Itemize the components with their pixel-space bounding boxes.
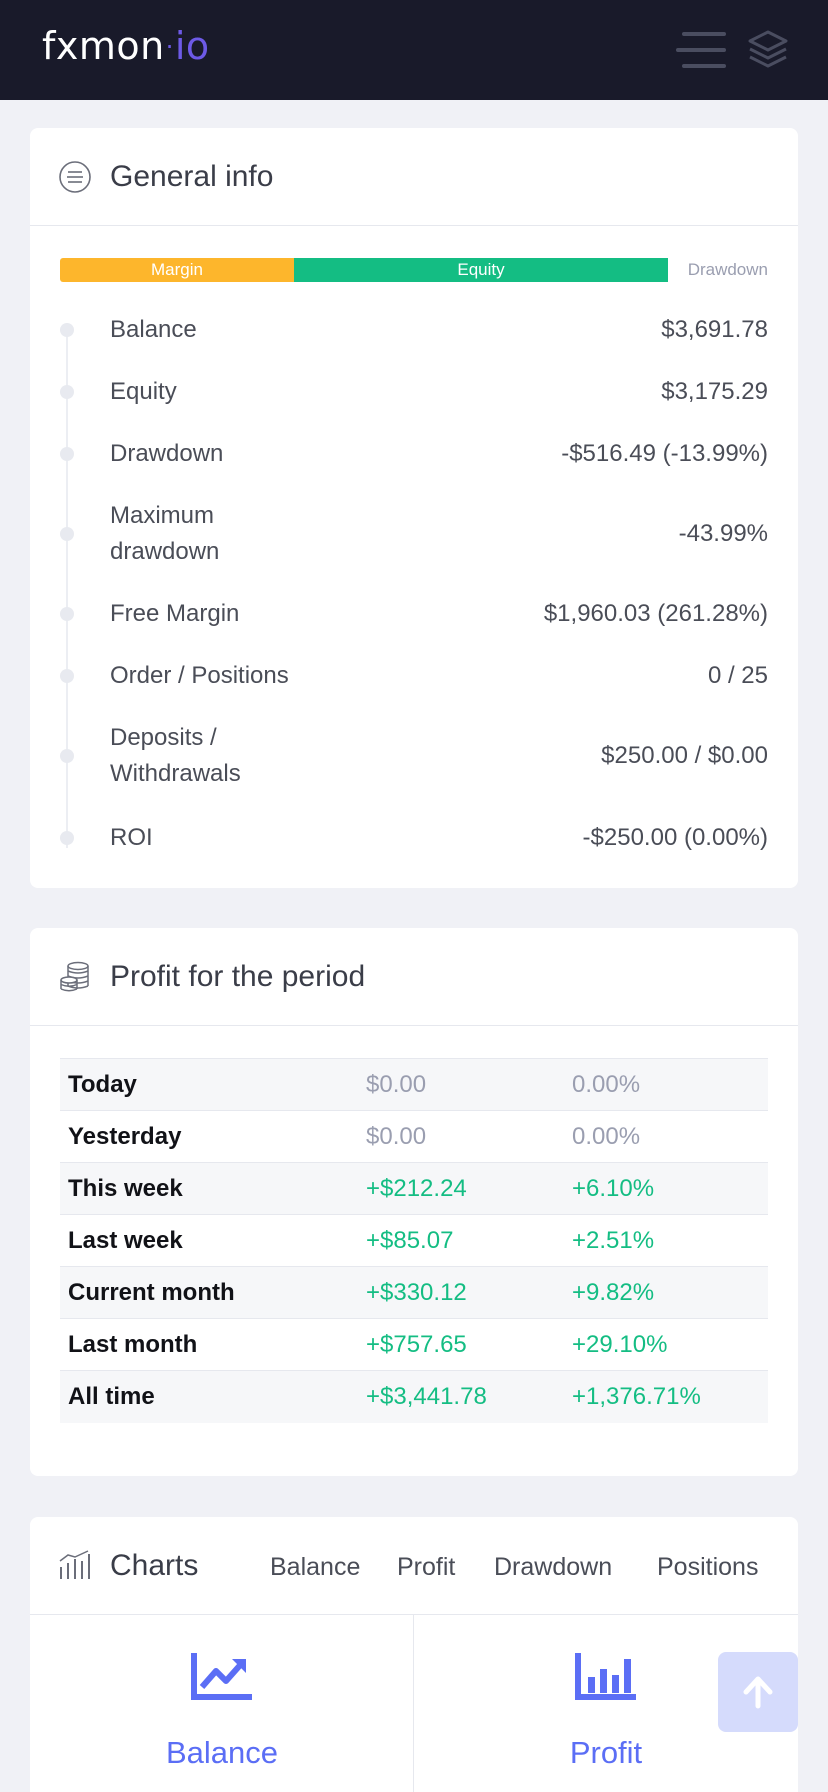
period-amount: $0.00 [358, 1110, 564, 1163]
list-circle-icon [59, 161, 91, 193]
arrow-up-icon [743, 1676, 773, 1709]
info-value: -$250.00 (0.00%) [582, 824, 768, 851]
info-value: -43.99% [678, 520, 768, 547]
period-percent: +9.82% [564, 1266, 768, 1319]
period-label: Last month [60, 1318, 358, 1371]
table-row: This week +$212.24 +6.10% [60, 1162, 768, 1215]
profit-chart-tile[interactable]: Profit [414, 1615, 798, 1792]
balance-tile-label: Balance [165, 1735, 279, 1770]
profit-tile-label: Profit [569, 1735, 643, 1770]
info-value: -$516.49 (-13.99%) [561, 440, 768, 467]
period-amount: +$757.65 [358, 1318, 564, 1371]
period-label: Today [60, 1058, 358, 1111]
period-percent: 0.00% [564, 1058, 768, 1111]
info-row-maximum-drawdown: Maximum drawdown -43.99% [60, 498, 768, 570]
info-row-drawdown: Drawdown -$516.49 (-13.99%) [60, 436, 768, 472]
profit-period-card: Profit for the period Today $0.00 0.00% … [30, 928, 798, 1476]
general-info-title: General info [110, 160, 274, 193]
layers-icon[interactable] [746, 28, 790, 72]
timeline-bullet [60, 385, 74, 399]
period-percent: 0.00% [564, 1110, 768, 1163]
bar-chart-icon [59, 1550, 90, 1579]
table-row: Last week +$85.07 +2.51% [60, 1214, 768, 1267]
info-row-balance: Balance $3,691.78 [60, 312, 768, 348]
period-label: Last week [60, 1214, 358, 1267]
table-row: Last month +$757.65 +29.10% [60, 1318, 768, 1371]
period-label: All time [60, 1370, 358, 1423]
charts-title: Charts [110, 1549, 199, 1582]
period-amount: +$85.07 [358, 1214, 564, 1267]
coins-icon [60, 961, 89, 992]
period-amount: +$330.12 [358, 1266, 564, 1319]
logo[interactable]: fxmon·io [42, 24, 210, 73]
logo-dot: · [165, 33, 174, 61]
info-label: Maximum drawdown [110, 502, 220, 565]
info-row-free-margin: Free Margin $1,960.03 (261.28%) [60, 596, 768, 632]
scroll-to-top-button[interactable] [718, 1652, 798, 1732]
info-row-deposits-withdrawals: Deposits / Withdrawals $250.00 / $0.00 [60, 720, 768, 792]
general-info-header: General info [30, 128, 798, 226]
trending-up-chart-icon [191, 1653, 252, 1700]
margin-equity-bar: Margin Equity Drawdown [60, 258, 768, 282]
general-info-card: General info Margin Equity Drawdown Bala… [30, 128, 798, 888]
info-row-roi: ROI -$250.00 (0.00%) [60, 820, 768, 856]
info-value: 0 / 25 [707, 662, 768, 689]
bar-graph-icon [575, 1653, 636, 1700]
info-label: Free Margin [110, 600, 240, 627]
tab-drawdown[interactable]: Drawdown [494, 1553, 613, 1581]
tab-balance[interactable]: Balance [270, 1553, 361, 1581]
timeline-bullet [60, 527, 74, 541]
timeline-line [66, 328, 68, 848]
charts-header: Charts Balance Profit Drawdown Positions [30, 1517, 798, 1615]
profit-table: Today $0.00 0.00% Yesterday $0.00 0.00% … [60, 1058, 768, 1423]
period-amount: +$3,441.78 [358, 1370, 564, 1423]
info-value: $1,960.03 (261.28%) [543, 600, 768, 627]
hamburger-icon[interactable] [676, 30, 726, 70]
period-percent: +1,376.71% [564, 1370, 768, 1423]
period-amount: +$212.24 [358, 1162, 564, 1215]
charts-card: Charts Balance Profit Drawdown Positions… [30, 1517, 798, 1792]
logo-tld: io [174, 24, 210, 68]
balance-chart-tile[interactable]: Balance [30, 1615, 414, 1792]
period-amount: $0.00 [358, 1058, 564, 1111]
tab-positions[interactable]: Positions [657, 1553, 759, 1581]
info-label: Drawdown [110, 440, 224, 467]
margin-segment: Margin [60, 258, 294, 282]
table-row: Current month +$330.12 +9.82% [60, 1266, 768, 1319]
info-value: $3,175.29 [661, 378, 768, 405]
info-label: ROI [110, 824, 153, 851]
info-label: Order / Positions [110, 662, 289, 689]
info-row-order-positions: Order / Positions 0 / 25 [60, 658, 768, 694]
info-value: $250.00 / $0.00 [601, 742, 768, 769]
period-percent: +29.10% [564, 1318, 768, 1371]
timeline-bullet [60, 749, 74, 763]
period-percent: +6.10% [564, 1162, 768, 1215]
tile-divider [413, 1615, 414, 1792]
info-value: $3,691.78 [661, 316, 768, 343]
period-label: Current month [60, 1266, 358, 1319]
table-row: All time +$3,441.78 +1,376.71% [60, 1370, 768, 1423]
profit-period-title: Profit for the period [110, 960, 366, 993]
timeline-bullet [60, 607, 74, 621]
tab-profit[interactable]: Profit [397, 1553, 456, 1581]
info-label: Balance [110, 316, 197, 343]
table-row: Today $0.00 0.00% [60, 1058, 768, 1111]
equity-segment: Equity [294, 258, 668, 282]
timeline-bullet [60, 323, 74, 337]
logo-main: fxmon [42, 24, 165, 68]
profit-period-header: Profit for the period [30, 928, 798, 1026]
table-row: Yesterday $0.00 0.00% [60, 1110, 768, 1163]
timeline-bullet [60, 831, 74, 845]
info-row-equity: Equity $3,175.29 [60, 374, 768, 410]
drawdown-segment: Drawdown [668, 258, 768, 282]
info-label: Deposits / Withdrawals [110, 724, 241, 787]
top-bar: fxmon·io [0, 0, 828, 100]
period-percent: +2.51% [564, 1214, 768, 1267]
info-label: Equity [110, 378, 177, 405]
period-label: This week [60, 1162, 358, 1215]
timeline-bullet [60, 447, 74, 461]
period-label: Yesterday [60, 1110, 358, 1163]
timeline-bullet [60, 669, 74, 683]
